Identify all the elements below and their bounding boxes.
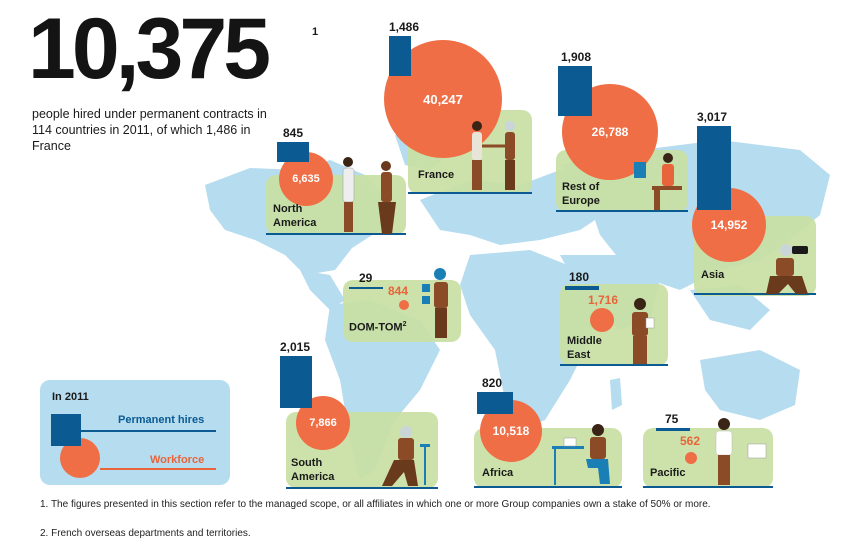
hires-value-south-america: 2,015 xyxy=(280,340,311,354)
headline-footnote-mark: 1 xyxy=(312,26,319,38)
people-north-america-illustration xyxy=(342,157,396,234)
region-label-middle-east: Middle East xyxy=(567,335,602,361)
map-southeast-asia xyxy=(690,285,770,330)
legend-title: In 2011 xyxy=(52,391,89,403)
baseline-pacific xyxy=(643,486,773,488)
hires-value-middle-east: 180 xyxy=(569,270,590,284)
region-label-pacific: Pacific xyxy=(650,467,686,479)
hires-bar-south-america xyxy=(280,356,312,408)
region-label-rest-of-europe: Rest of Europe xyxy=(562,181,600,207)
footnote-2: 2. French overseas departments and terri… xyxy=(40,528,251,539)
baseline-africa xyxy=(474,486,622,488)
workforce-value-dom-tom: 844 xyxy=(388,284,409,298)
footnote-1: 1. The figures presented in this section… xyxy=(40,499,711,510)
hires-bar-pacific xyxy=(656,428,690,431)
hires-bar-france xyxy=(389,36,411,76)
region-label-asia: Asia xyxy=(701,269,725,281)
baseline-middle-east xyxy=(560,364,668,366)
baseline-rest-of-europe xyxy=(556,210,688,212)
workforce-circle-south-america: 7,866 xyxy=(296,396,350,450)
map-madagascar xyxy=(610,378,622,410)
legend-workforce-line xyxy=(100,468,216,470)
hires-value-asia: 3,017 xyxy=(697,110,728,124)
region-label-france: France xyxy=(418,169,455,181)
hires-value-africa: 820 xyxy=(482,376,503,390)
person-africa-illustration xyxy=(552,424,610,485)
hires-value-france: 1,486 xyxy=(389,20,420,34)
hires-bar-rest-of-europe xyxy=(558,66,592,116)
workforce-circle-pacific xyxy=(685,452,697,464)
legend-permanent-line xyxy=(80,430,216,432)
map-central-america xyxy=(300,270,345,310)
region-label-north-america: North America xyxy=(273,203,317,229)
person-pacific-illustration xyxy=(715,418,767,485)
region-label-africa: Africa xyxy=(482,467,514,479)
person-dom-tom-illustration xyxy=(422,268,448,338)
workforce-value-middle-east: 1,716 xyxy=(588,293,619,307)
hires-value-north-america: 845 xyxy=(283,126,304,140)
hires-bar-asia xyxy=(697,126,731,210)
legend-workforce-label: Workforce xyxy=(150,454,205,466)
person-binoculars-illustration xyxy=(766,244,808,294)
headline-subtitle: people hired under permanent contracts i… xyxy=(32,107,267,153)
people-handshake-illustration xyxy=(472,121,515,190)
hires-value-pacific: 75 xyxy=(665,412,679,426)
person-south-america-illustration xyxy=(382,426,430,486)
map-australia xyxy=(700,350,800,420)
person-middle-east-illustration xyxy=(632,298,655,364)
baseline-asia xyxy=(694,293,816,295)
hires-bar-africa xyxy=(477,392,513,414)
region-label-south-america: South America xyxy=(291,457,335,483)
baseline-north-america xyxy=(266,233,406,235)
hires-value-dom-tom: 29 xyxy=(359,271,373,285)
legend-permanent-bar xyxy=(51,414,81,446)
headline-number: 10,375 xyxy=(28,1,271,97)
workforce-circle-dom-tom xyxy=(399,300,409,310)
workforce-circle-middle-east xyxy=(590,308,614,332)
hires-value-rest-of-europe: 1,908 xyxy=(561,50,592,64)
baseline-france xyxy=(408,192,532,194)
person-desk-illustration xyxy=(634,153,682,210)
workforce-value-pacific: 562 xyxy=(680,434,701,448)
hires-bar-dom-tom xyxy=(349,287,383,289)
baseline-south-america xyxy=(286,487,438,489)
legend-permanent-label: Permanent hires xyxy=(118,414,205,426)
region-label-dom-tom: DOM-TOM2 xyxy=(349,321,407,334)
hires-bar-middle-east xyxy=(565,286,599,290)
hires-bar-north-america xyxy=(277,142,309,162)
